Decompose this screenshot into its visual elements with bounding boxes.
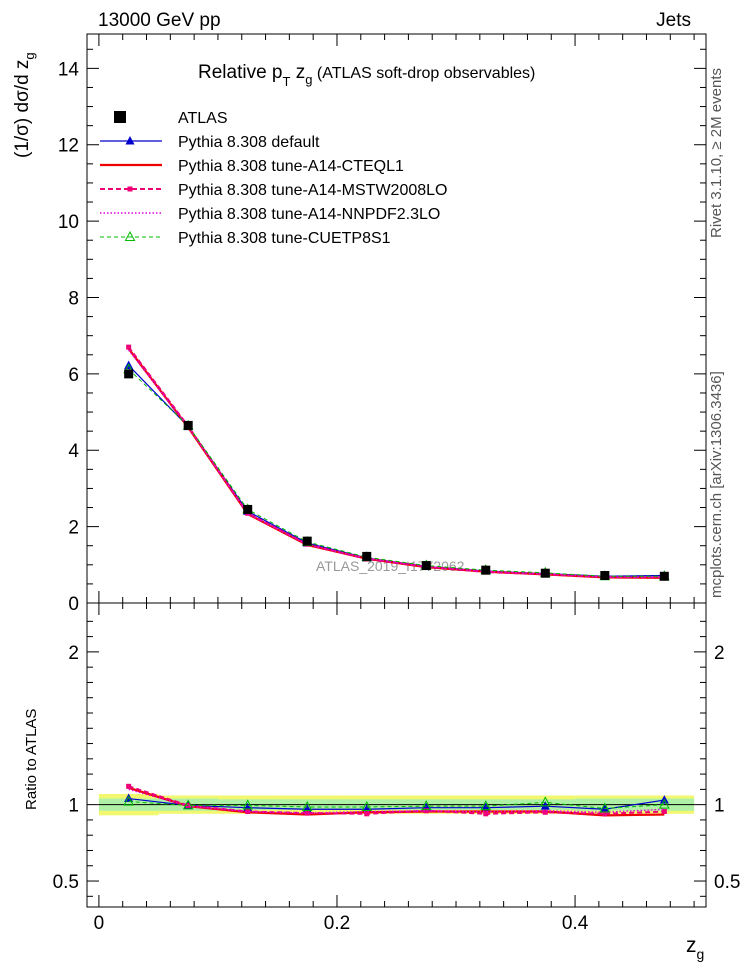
atlas-data-point [481,565,491,575]
legend-label-atlas: ATLAS [178,110,228,127]
atlas-data-point [600,571,610,581]
main-y-tick-label: 2 [68,518,79,539]
legend-marker-atlas [114,111,126,123]
plot-title: Relative pT zg (ATLAS soft-drop observab… [198,62,535,89]
main-axes: 0 2 4 6 8 10 12 14 [58,34,706,615]
atlas-data-point [302,536,312,546]
main-y-tick-label: 4 [68,441,79,462]
legend-label: Pythia 8.308 tune-A14-MSTW2008LO [178,182,447,199]
ratio-series-point [304,810,310,816]
main-y-axis-label: (1/σ) dσ/d zg [12,52,37,158]
x-tick-label: 0 [94,913,105,934]
main-y-tick-label: 6 [68,365,79,386]
main-series-line [128,365,665,577]
main-y-tick-label: 14 [58,59,80,80]
atlas-data-point [659,571,669,581]
x-axis-label: zg [686,934,704,962]
header-left: 13000 GeV pp [98,10,221,31]
header-right: Jets [656,10,691,31]
legend-label: Pythia 8.308 tune-A14-NNPDF2.3LO [178,206,440,223]
legend-marker [127,186,133,192]
x-tick-label: 0.4 [562,913,589,934]
main-series-point [126,344,132,350]
atlas-data-point [421,561,431,571]
ratio-series-line [128,797,665,810]
atlas-data-point [540,568,550,578]
ratio-series-point [420,800,432,811]
ratio-y-tick-label-left: 2 [68,643,79,664]
ratio-y-tick-label-right: 0.5 [714,872,740,893]
ratio-panel-frame [86,602,707,908]
main-y-tick-label: 10 [58,212,79,233]
x-tick-label: 0.2 [324,913,350,934]
ratio-series-point [481,802,491,812]
rivet-label: Rivet 3.1.10, ≥ 2M events [708,68,725,238]
ratio-axes: 0 0.2 0.4 0.5 0.5 1 1 2 2 [53,603,740,934]
atlas-data-point [362,551,372,561]
atlas-data-point [183,420,193,430]
main-y-tick-label: 0 [68,594,79,615]
ratio-y-tick-label-right: 1 [714,796,725,817]
legend-label: Pythia 8.308 tune-CUETP8S1 [178,230,391,247]
ratio-y-axis-label: Ratio to ATLAS [23,709,40,810]
legend: ATLAS Pythia 8.308 default Pythia 8.308 tu… [100,110,447,247]
main-y-tick-label: 8 [68,288,79,309]
ratio-series-point [123,795,134,806]
ratio-series-point [659,798,670,809]
ratio-series-point [661,809,667,815]
main-series-line [128,368,665,577]
ratio-series-point [182,799,194,810]
legend-label: Pythia 8.308 default [178,134,320,151]
ratio-series-group [123,783,670,817]
ratio-series-point [361,800,373,811]
main-series-line [127,346,665,579]
ratio-series-point [602,811,608,817]
mcplots-label: mcplots.cern.ch [arXiv:1306.3436] [708,371,725,598]
ratio-series-point [242,799,254,810]
main-series-line [127,348,665,579]
ratio-series-point [301,800,313,811]
main-y-tick-label: 12 [58,136,79,157]
main-series-line [128,349,665,578]
legend-marker [124,230,136,241]
ratio-series-point [126,783,132,789]
atlas-data-point [124,369,134,379]
ratio-series-point [364,811,370,817]
ratio-series-point [599,802,611,813]
ratio-series-line [128,788,665,814]
ratio-series-point [539,796,551,807]
ratio-series-point [483,811,489,817]
ratio-series-line [128,801,665,809]
ratio-series-point [480,800,492,811]
legend-label: Pythia 8.308 tune-A14-CTEQL1 [178,158,404,175]
main-series-group [123,344,670,581]
ratio-series-point [245,809,251,815]
legend-marker [125,136,135,145]
ratio-series-point [423,808,429,814]
ratio-series-point [542,809,548,815]
atlas-data-point [243,504,253,514]
ratio-y-tick-label-left: 0.5 [53,872,79,893]
ratio-y-tick-label-left: 1 [68,796,79,817]
ratio-y-tick-label-right: 2 [714,643,725,664]
